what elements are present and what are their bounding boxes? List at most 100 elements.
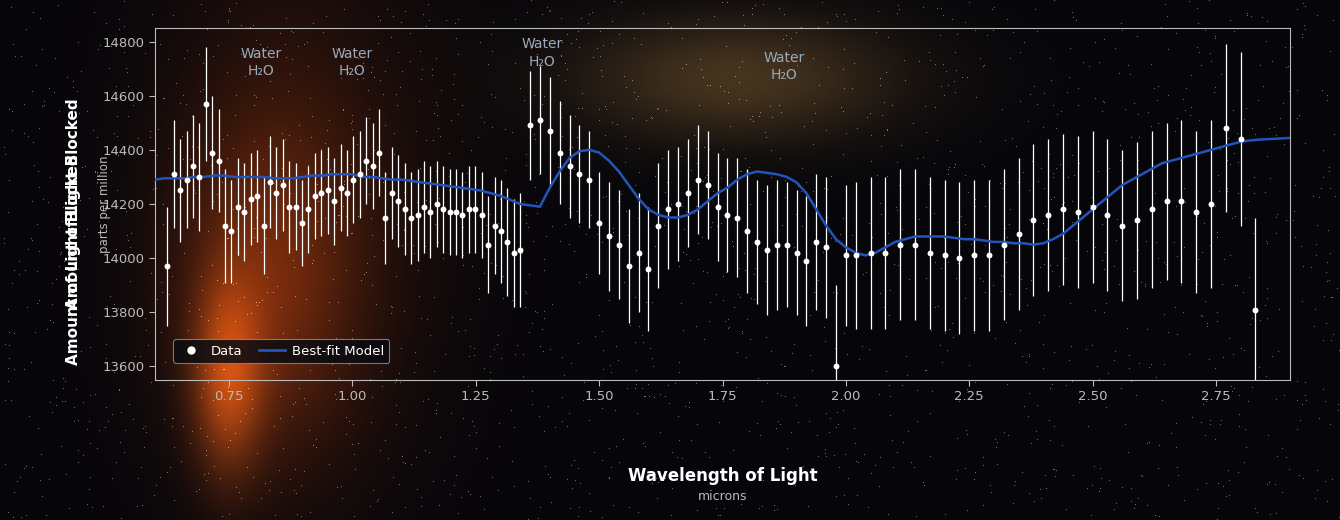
Point [875,249,896,257]
Point [835,251,856,259]
Point [776,240,797,249]
Point [579,175,600,184]
Point [697,181,718,189]
Point [1052,205,1073,214]
Point [228,203,249,211]
Point [846,251,867,259]
Point [1067,208,1088,216]
Point [201,148,222,157]
Point [375,213,397,222]
Point [279,203,300,211]
Point [176,175,197,184]
Point [343,175,364,184]
Point [1022,216,1044,225]
Point [291,219,312,227]
Point [259,178,280,187]
Point [285,203,307,211]
Point [816,243,838,252]
Point [502,249,524,257]
Point [407,211,429,219]
Point [1008,230,1029,238]
Point [355,157,377,165]
Point [401,213,422,222]
Point [196,100,217,108]
Text: Amount of Light Blocked: Amount of Light Blocked [66,154,82,366]
Point [440,208,461,216]
Point [169,186,190,194]
Point [647,222,669,230]
Point [1230,135,1252,143]
Point [1215,124,1237,133]
Text: Water
H₂O: Water H₂O [332,47,373,78]
Text: Wavelength of Light: Wavelength of Light [627,467,817,485]
Point [381,189,402,197]
Point [993,240,1014,249]
Point [330,184,351,192]
Point [163,170,185,178]
Point [1111,222,1132,230]
Point [726,213,748,222]
Point [796,257,817,265]
Point [318,186,339,194]
Point [297,205,319,214]
Point [272,181,293,189]
Point [608,240,630,249]
Point [785,249,807,257]
Point [477,240,498,249]
Point [618,262,639,270]
Point [529,116,551,124]
Point [934,251,955,259]
Text: Water
H₂O: Water H₂O [764,51,805,82]
Point [394,205,415,214]
Point [208,157,229,165]
Text: Water
H₂O: Water H₂O [521,37,563,69]
Point [182,162,204,170]
Point [737,227,758,235]
Point [1201,200,1222,208]
Point [949,254,970,262]
Point [470,211,492,219]
Point [805,238,827,246]
Text: parts per million: parts per million [98,155,111,253]
Point [484,222,505,230]
Point [860,249,882,257]
Point [157,262,178,270]
Point [253,222,275,230]
Point [350,170,371,178]
Point [628,249,650,257]
Point [362,162,383,170]
Point [433,205,454,214]
Point [419,208,441,216]
Point [265,189,287,197]
Point [549,148,571,157]
Point [1156,197,1178,205]
Point [1096,211,1118,219]
Point [1081,203,1103,211]
Point [413,203,434,211]
Point [323,197,344,205]
Point [452,211,473,219]
Text: Amount of Light Blocked: Amount of Light Blocked [66,99,82,309]
Point [1245,305,1266,314]
Point [240,194,261,203]
Point [559,162,580,170]
Point [746,238,768,246]
Point [766,240,788,249]
Point [658,205,679,214]
Point [588,219,610,227]
Point [687,175,709,184]
Point [568,170,590,178]
Legend: Data, Best-fit Model: Data, Best-fit Model [173,339,389,363]
Point [189,173,210,181]
Point [706,203,728,211]
Text: microns: microns [698,490,748,503]
Point [233,208,255,216]
Text: Water
H₂O: Water H₂O [240,47,281,78]
Point [458,205,480,214]
Point [490,227,512,235]
Point [387,197,409,205]
Point [963,251,985,259]
Point [539,127,560,135]
Point [978,251,1000,259]
Point [890,240,911,249]
